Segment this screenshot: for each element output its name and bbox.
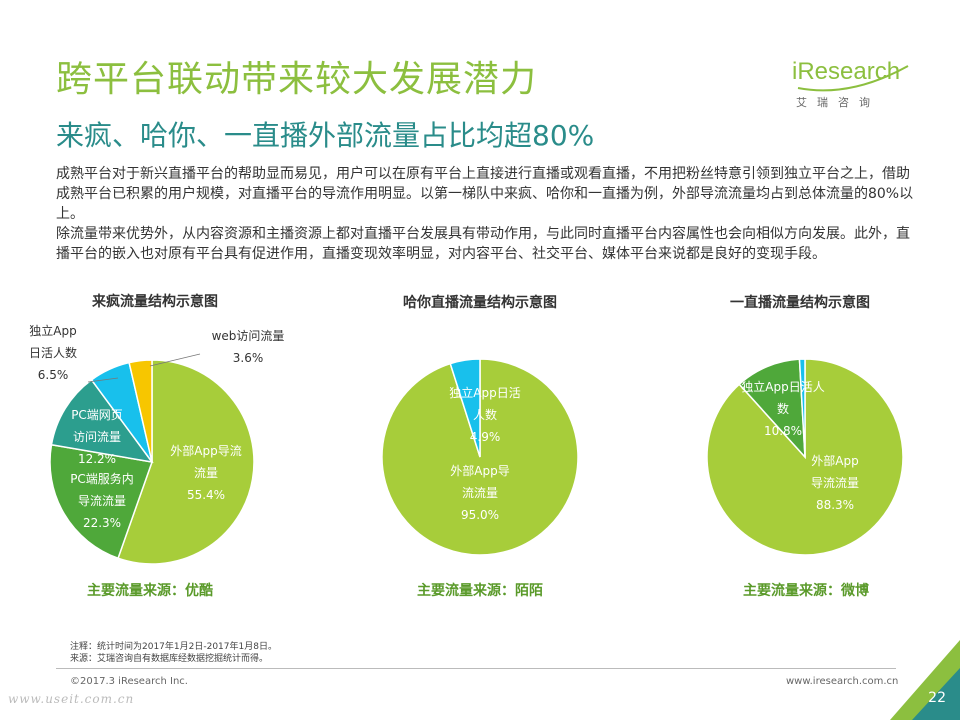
body-paragraph-2: 除流量带来优势外，从内容资源和主播资源上都对直播平台发展具有带动作用，与此同时直… [56, 226, 910, 262]
pie-yizhibo-label-standalone-app: 独立App日活人 数 10.8% [728, 376, 838, 442]
label-value: 3.6% [232, 351, 264, 365]
chart-hani-source: 主要流量来源：陌陌 [417, 583, 543, 599]
footer-note-stat-period: 注释：统计时间为2017年1月2日-2017年1月8日。 [70, 642, 277, 652]
pie-slice [49, 443, 154, 560]
label-line: web访问流量 [211, 329, 285, 343]
label-value: 12.2% [77, 452, 117, 466]
pie-yizhibo-label-external-app: 外部App 导流流量 88.3% [790, 450, 880, 516]
footer-divider [56, 668, 896, 669]
label-line: PC端网页 [71, 408, 123, 422]
pie-hani-label-external-app: 外部App导 流流量 95.0% [432, 460, 528, 526]
iresearch-logo: iResearch 艾瑞咨询 [790, 58, 920, 109]
label-line: PC端服务内 [70, 472, 134, 486]
label-line: 独立App日活 [449, 386, 521, 400]
label-value: 22.3% [82, 516, 122, 530]
label-value: 6.5% [37, 368, 69, 382]
body-text: 成熟平台对于新兴直播平台的帮助显而易见，用户可以在原有平台上直接进行直播或观看直… [56, 164, 916, 264]
label-line: 访问流量 [72, 430, 121, 444]
pie-slice [449, 358, 481, 458]
label-value: 4.9% [469, 430, 501, 444]
watermark: www.useit.com.cn [8, 692, 135, 706]
pie-slice [798, 358, 806, 458]
label-value: 88.3% [815, 498, 855, 512]
label-value: 95.0% [460, 508, 500, 522]
label-line: 独立App [29, 324, 77, 338]
label-line: 人数 [472, 408, 497, 422]
label-line: 外部App导 [450, 464, 510, 478]
chart-laifeng-title: 来疯流量结构示意图 [92, 294, 218, 310]
label-line: 独立App日活人 [741, 380, 825, 394]
leader-line-standalone-app [87, 377, 119, 383]
corner-decoration-icon [890, 640, 960, 720]
footer-website: www.iresearch.com.cn [786, 676, 899, 687]
leader-line-web [149, 353, 201, 367]
page-subtitle: 来疯、哈你、一直播外部流量占比均超80% [56, 119, 595, 152]
chart-hani-pie [381, 358, 579, 556]
footer-note-source: 来源：艾瑞咨询自有数据库经数据挖掘统计而得。 [70, 654, 269, 664]
pie-laifeng-label-pc-service: PC端服务内 导流流量 22.3% [60, 468, 144, 534]
pie-laifeng-label-pc-web: PC端网页 访问流量 12.2% [62, 404, 132, 470]
label-line: 导流流量 [77, 494, 126, 508]
page-title: 跨平台联动带来较大发展潜力 [56, 59, 538, 100]
label-line: 外部App导流 [170, 444, 242, 458]
label-line: 导流流量 [810, 476, 859, 490]
logo-wordmark: iResearch [792, 58, 901, 85]
pie-laifeng-label-standalone-app: 独立App 日活人数 6.5% [18, 320, 88, 386]
chart-laifeng-pie [49, 359, 255, 565]
chart-hani-title: 哈你直播流量结构示意图 [403, 295, 557, 311]
label-line: 流量 [193, 466, 218, 480]
logo-swoosh-icon [797, 65, 909, 92]
label-value: 10.8% [763, 424, 803, 438]
label-line: 流流量 [461, 486, 498, 500]
label-line: 外部App [811, 454, 859, 468]
pie-laifeng-label-web: web访问流量 3.6% [202, 325, 294, 369]
label-line: 日活人数 [28, 346, 77, 360]
page-number: 22 [928, 690, 946, 706]
chart-yizhibo-source: 主要流量来源：微博 [743, 583, 869, 599]
footer-copyright: ©2017.3 iResearch Inc. [70, 676, 188, 687]
chart-laifeng-source: 主要流量来源：优酷 [87, 583, 213, 599]
pie-slice [128, 359, 153, 463]
logo-chinese-name: 艾瑞咨询 [796, 96, 880, 109]
pie-slice [706, 358, 904, 556]
label-value: 55.4% [186, 488, 226, 502]
body-paragraph-1: 成熟平台对于新兴直播平台的帮助显而易见，用户可以在原有平台上直接进行直播或观看直… [56, 166, 914, 222]
footer-notes: 注释：统计时间为2017年1月2日-2017年1月8日。 来源：艾瑞咨询自有数据… [70, 641, 277, 665]
pie-laifeng-label-external-app: 外部App导流 流量 55.4% [158, 440, 254, 506]
chart-yizhibo-title: 一直播流量结构示意图 [730, 295, 870, 311]
label-line: 数 [776, 402, 789, 416]
chart-yizhibo-pie [706, 358, 904, 556]
pie-hani-label-standalone-app: 独立App日活 人数 4.9% [430, 382, 540, 448]
pie-slice [738, 358, 806, 460]
pie-laifeng-leader-lines [87, 353, 201, 383]
